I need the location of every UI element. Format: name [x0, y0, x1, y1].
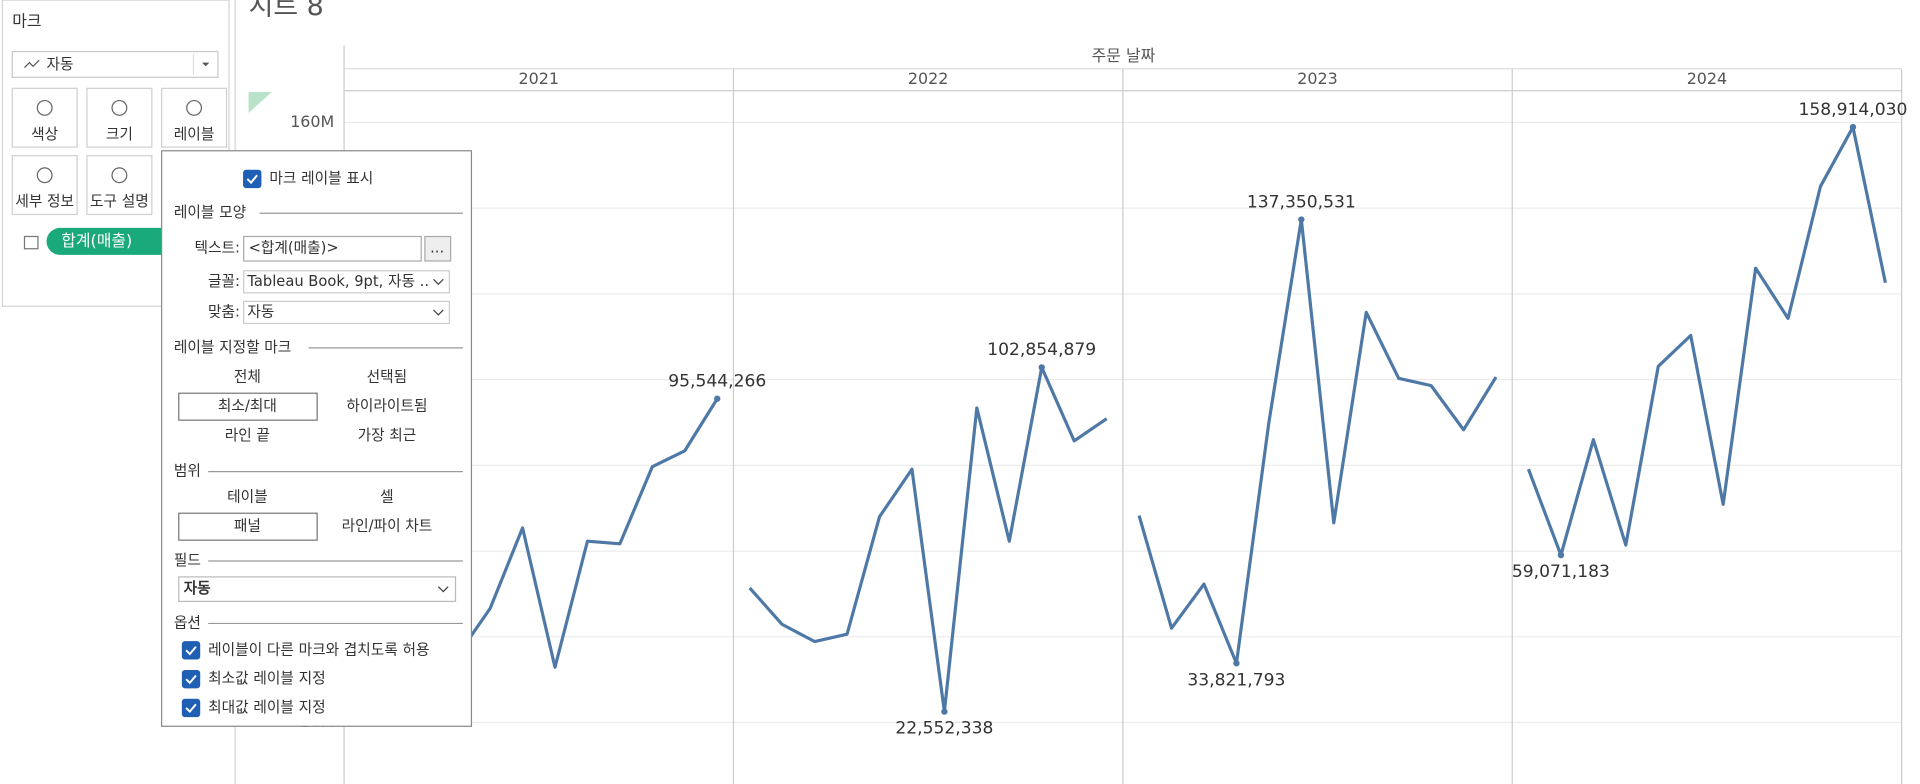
line-icon [24, 59, 40, 68]
option[interactable]: 최소/최대 [218, 398, 277, 415]
year-label: 2023 [1297, 69, 1337, 88]
dropdown-arrow [433, 309, 444, 316]
check-mark [185, 703, 197, 714]
font-value: Tableau Book, 9pt, 자동 .. [246, 273, 429, 290]
pill[interactable] [46, 227, 178, 255]
data-label: 33,821,793 [1187, 670, 1285, 690]
label-icon [23, 235, 39, 250]
point [1233, 660, 1240, 667]
align-select[interactable] [243, 300, 450, 325]
mark-button[interactable] [161, 87, 228, 148]
point [1038, 364, 1045, 371]
point [714, 395, 721, 402]
y-tick-label: 160M [290, 112, 334, 131]
year-label: 2021 [519, 69, 559, 88]
label-dialog: 마크 레이블 표시 레이블 모양 텍스트: <합계(매출)> ... 글꼴: T… [161, 150, 473, 727]
option[interactable]: 가장 최근 [358, 427, 417, 444]
option[interactable]: 라인 끝 [225, 427, 270, 444]
button-label: 색상 [31, 126, 58, 143]
button-label: 크기 [106, 126, 133, 143]
text-value: <합계(매출)> [249, 240, 339, 257]
option-text: 최소값 레이블 지정 [208, 670, 325, 687]
data-label: 158,914,030 [1798, 100, 1907, 120]
data-label: 95,544,266 [668, 372, 766, 392]
line [1526, 125, 1887, 557]
point [941, 708, 948, 715]
mark-button[interactable] [86, 155, 153, 216]
point [1849, 123, 1857, 131]
option[interactable]: 선택됨 [367, 368, 408, 385]
pill-text: 합계(매출) [61, 231, 132, 250]
dropdown-arrow [202, 62, 210, 67]
checkbox[interactable] [181, 641, 201, 660]
button-icon [111, 167, 128, 184]
section-title: 레이블 모양 [174, 204, 246, 221]
drop-hint [248, 92, 272, 113]
selected-option[interactable] [178, 512, 318, 541]
mark-type: 자동 [47, 56, 74, 73]
check-mark [185, 674, 197, 685]
check-mark [246, 174, 258, 185]
checkbox[interactable] [181, 669, 201, 689]
option[interactable]: 하이라이트됨 [346, 398, 427, 415]
font-select[interactable] [243, 270, 450, 294]
more-text: ... [430, 240, 444, 257]
section-title: 필드 [174, 552, 201, 569]
dropdown-arrow [437, 586, 449, 593]
line [1137, 217, 1498, 665]
option[interactable]: 테이블 [227, 488, 268, 505]
option[interactable]: 셀 [380, 488, 394, 505]
option[interactable]: 라인/파이 차트 [342, 518, 433, 535]
button-label: 레이블 [174, 126, 215, 143]
text-input[interactable] [243, 235, 422, 262]
button-icon [186, 99, 203, 116]
field-label: 텍스트: [194, 240, 240, 257]
mark-type-select[interactable] [11, 50, 219, 78]
field-value: 자동 [184, 580, 212, 597]
more-button[interactable] [424, 235, 452, 262]
point [1557, 551, 1565, 559]
button-icon [36, 99, 53, 116]
checkbox[interactable] [243, 169, 262, 189]
option[interactable]: 전체 [234, 368, 261, 385]
line [748, 365, 1108, 714]
x-axis-title: 주문 날짜 [1092, 46, 1156, 65]
data-label: 137,350,531 [1247, 192, 1356, 212]
mark-button[interactable] [11, 155, 78, 216]
checkbox[interactable] [181, 698, 201, 718]
field-select[interactable] [178, 576, 457, 602]
data-label: 59,071,183 [1512, 562, 1610, 582]
section-title: 옵션 [174, 614, 201, 631]
option-text: 레이블이 다른 마크와 겹치도록 허용 [208, 641, 429, 658]
section-title: 범위 [174, 463, 201, 480]
data-label: 22,552,338 [895, 719, 993, 739]
selected-option[interactable] [178, 392, 318, 421]
option[interactable]: 패널 [234, 518, 261, 535]
check-mark [185, 646, 197, 656]
button-label: 세부 정보 [15, 193, 74, 210]
section-title: 레이블 지정할 마크 [174, 339, 291, 356]
field-label: 글꼴: [208, 273, 240, 290]
option-text: 최대값 레이블 지정 [208, 699, 325, 716]
field-label: 맞춤: [208, 303, 240, 320]
show-labels: 마크 레이블 표시 [269, 170, 373, 187]
button-label: 도구 설명 [90, 193, 149, 210]
align-value: 자동 [247, 303, 274, 320]
mark-button[interactable] [11, 87, 78, 148]
data-label: 102,854,879 [987, 340, 1096, 360]
mark-button[interactable] [86, 87, 153, 148]
panel-title: 마크 [12, 12, 41, 31]
sheet-title: 시트 8 [249, 0, 324, 22]
point [1298, 216, 1305, 223]
button-icon [36, 167, 53, 184]
button-icon [111, 99, 128, 116]
dropdown-arrow [433, 278, 444, 286]
year-label: 2024 [1687, 69, 1727, 88]
year-label: 2022 [908, 69, 948, 88]
